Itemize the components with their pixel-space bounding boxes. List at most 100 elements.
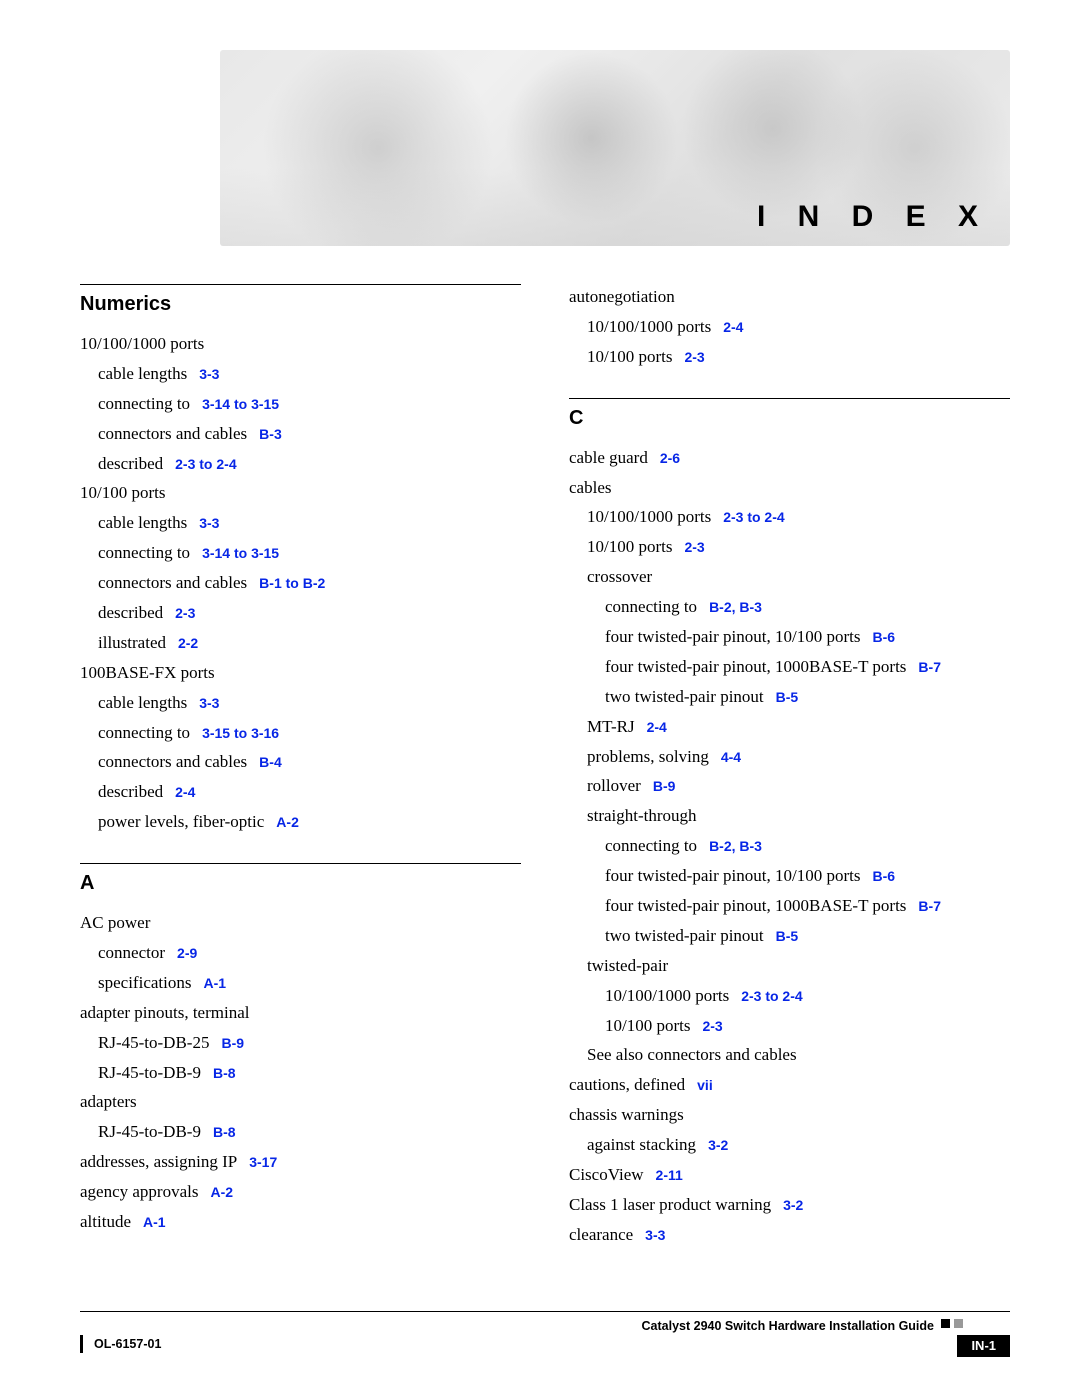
- index-entry: power levels, fiber-optic A-2: [80, 808, 521, 837]
- index-entry: connectors and cablesB-1 to B-2: [80, 569, 521, 598]
- index-term: 10/100/1000 ports: [605, 986, 729, 1005]
- index-entry: twisted-pair: [569, 952, 1010, 981]
- index-page-link[interactable]: 4-4: [721, 749, 741, 765]
- index-page-link[interactable]: A-1: [203, 975, 226, 991]
- index-page-link[interactable]: 2-2: [178, 635, 198, 651]
- index-term: power levels, fiber-optic: [98, 812, 264, 831]
- index-term: specifications: [98, 973, 191, 992]
- index-term: 10/100 ports: [587, 347, 672, 366]
- index-term: 10/100 ports: [80, 483, 165, 502]
- index-page-link[interactable]: 3-3: [199, 695, 219, 711]
- index-page-link[interactable]: vii: [697, 1077, 713, 1093]
- index-page-link[interactable]: B-8: [213, 1065, 236, 1081]
- index-page-link[interactable]: A-2: [210, 1184, 233, 1200]
- index-entry: See also connectors and cables: [569, 1041, 1010, 1070]
- index-page-link[interactable]: 2-3: [684, 539, 704, 555]
- index-term: rollover: [587, 776, 641, 795]
- index-term: cable lengths: [98, 513, 187, 532]
- right-column: autonegotiation 10/100/1000 ports 2-4 10/10…: [569, 282, 1010, 1276]
- index-page-link[interactable]: B-7: [918, 659, 941, 675]
- index-page-link[interactable]: 3-3: [645, 1227, 665, 1243]
- index-entry: two twisted-pair pinoutB-5: [569, 922, 1010, 951]
- index-page-link[interactable]: 2-6: [660, 450, 680, 466]
- section-heading: Numerics: [80, 293, 521, 316]
- page: I N D E X Numerics 10/100/1000 ports cable…: [0, 0, 1080, 1397]
- index-entry: chassis warnings: [569, 1101, 1010, 1130]
- index-term: connectors and cables: [98, 752, 247, 771]
- section-rule: [569, 398, 1010, 399]
- index-term: described: [98, 782, 163, 801]
- index-entry: cautions, definedvii: [569, 1071, 1010, 1100]
- index-page-link[interactable]: 2-4: [647, 719, 667, 735]
- index-page-link[interactable]: 3-14 to 3-15: [202, 545, 279, 561]
- index-term: altitude: [80, 1212, 131, 1231]
- index-page-link[interactable]: B-2, B-3: [709, 599, 762, 615]
- index-page-link[interactable]: 2-11: [656, 1167, 683, 1183]
- index-term: cable lengths: [98, 364, 187, 383]
- page-title: I N D E X: [757, 200, 990, 234]
- index-page-link[interactable]: B-7: [918, 898, 941, 914]
- index-entry: two twisted-pair pinoutB-5: [569, 683, 1010, 712]
- index-page-link[interactable]: B-8: [213, 1124, 236, 1140]
- index-page-link[interactable]: 2-3: [175, 605, 195, 621]
- index-entry: 100BASE-FX ports: [80, 659, 521, 688]
- index-page-link[interactable]: 2-3 to 2-4: [175, 456, 236, 472]
- index-page-link[interactable]: 2-4: [723, 319, 743, 335]
- index-entry: connectors and cables B-4: [80, 748, 521, 777]
- index-page-link[interactable]: B-9: [221, 1035, 244, 1051]
- index-page-link[interactable]: 2-9: [177, 945, 197, 961]
- index-page-link[interactable]: 3-17: [249, 1154, 277, 1170]
- index-entry: RJ-45-to-DB-9B-8: [80, 1059, 521, 1088]
- index-entry: agency approvalsA-2: [80, 1178, 521, 1207]
- index-page-link[interactable]: B-4: [259, 754, 282, 770]
- index-term: 10/100/1000 ports: [587, 317, 711, 336]
- index-term: connecting to: [98, 543, 190, 562]
- index-entry: cable guard 2-6: [569, 444, 1010, 473]
- index-term: connecting to: [605, 836, 697, 855]
- index-term: connecting to: [98, 394, 190, 413]
- page-footer: Catalyst 2940 Switch Hardware Installati…: [80, 1311, 1010, 1359]
- index-entry: connecting to 3-14 to 3-15: [80, 539, 521, 568]
- index-page-link[interactable]: 2-3 to 2-4: [741, 988, 802, 1004]
- index-entry: 10/100/1000 ports2-3 to 2-4: [569, 503, 1010, 532]
- index-page-link[interactable]: B-5: [776, 689, 799, 705]
- index-page-link[interactable]: B-3: [259, 426, 282, 442]
- index-page-link[interactable]: 3-2: [708, 1137, 728, 1153]
- index-term: RJ-45-to-DB-25: [98, 1033, 209, 1052]
- index-page-link[interactable]: B-5: [776, 928, 799, 944]
- index-term: See also connectors and cables: [587, 1045, 797, 1064]
- index-entry: adapter pinouts, terminal: [80, 999, 521, 1028]
- index-page-link[interactable]: A-1: [143, 1214, 166, 1230]
- index-page-link[interactable]: 3-3: [199, 515, 219, 531]
- index-term: autonegotiation: [569, 287, 675, 306]
- index-term: cable lengths: [98, 693, 187, 712]
- footer-square-icon: [941, 1319, 950, 1328]
- index-page-link[interactable]: 2-4: [175, 784, 195, 800]
- index-page-link[interactable]: A-2: [276, 814, 299, 830]
- index-term: 10/100 ports: [587, 537, 672, 556]
- index-page-link[interactable]: 2-3: [702, 1018, 722, 1034]
- index-entry: specifications A-1: [80, 969, 521, 998]
- index-entry: 10/100/1000 ports: [80, 330, 521, 359]
- index-entry: 10/100 ports: [80, 479, 521, 508]
- index-page-link[interactable]: B-1 to B-2: [259, 575, 325, 591]
- index-entry: connectors and cablesB-3: [80, 420, 521, 449]
- index-entry: RJ-45-to-DB-9B-8: [80, 1118, 521, 1147]
- index-page-link[interactable]: B-6: [872, 868, 895, 884]
- index-entry: Class 1 laser product warning3-2: [569, 1191, 1010, 1220]
- index-term: cable guard: [569, 448, 648, 467]
- index-page-link[interactable]: 2-3 to 2-4: [723, 509, 784, 525]
- index-entry: 10/100 ports 2-3: [569, 343, 1010, 372]
- index-page-link[interactable]: 3-3: [199, 366, 219, 382]
- index-page-link[interactable]: B-6: [872, 629, 895, 645]
- index-term: straight-through: [587, 806, 697, 825]
- index-term: MT-RJ: [587, 717, 635, 736]
- index-page-link[interactable]: 3-14 to 3-15: [202, 396, 279, 412]
- index-entry: RJ-45-to-DB-25 B-9: [80, 1029, 521, 1058]
- index-page-link[interactable]: 3-2: [783, 1197, 803, 1213]
- index-page-link[interactable]: 3-15 to 3-16: [202, 725, 279, 741]
- index-page-link[interactable]: 2-3: [684, 349, 704, 365]
- left-column: Numerics 10/100/1000 ports cable lengths 3-…: [80, 282, 521, 1276]
- index-page-link[interactable]: B-2, B-3: [709, 838, 762, 854]
- index-page-link[interactable]: B-9: [653, 778, 676, 794]
